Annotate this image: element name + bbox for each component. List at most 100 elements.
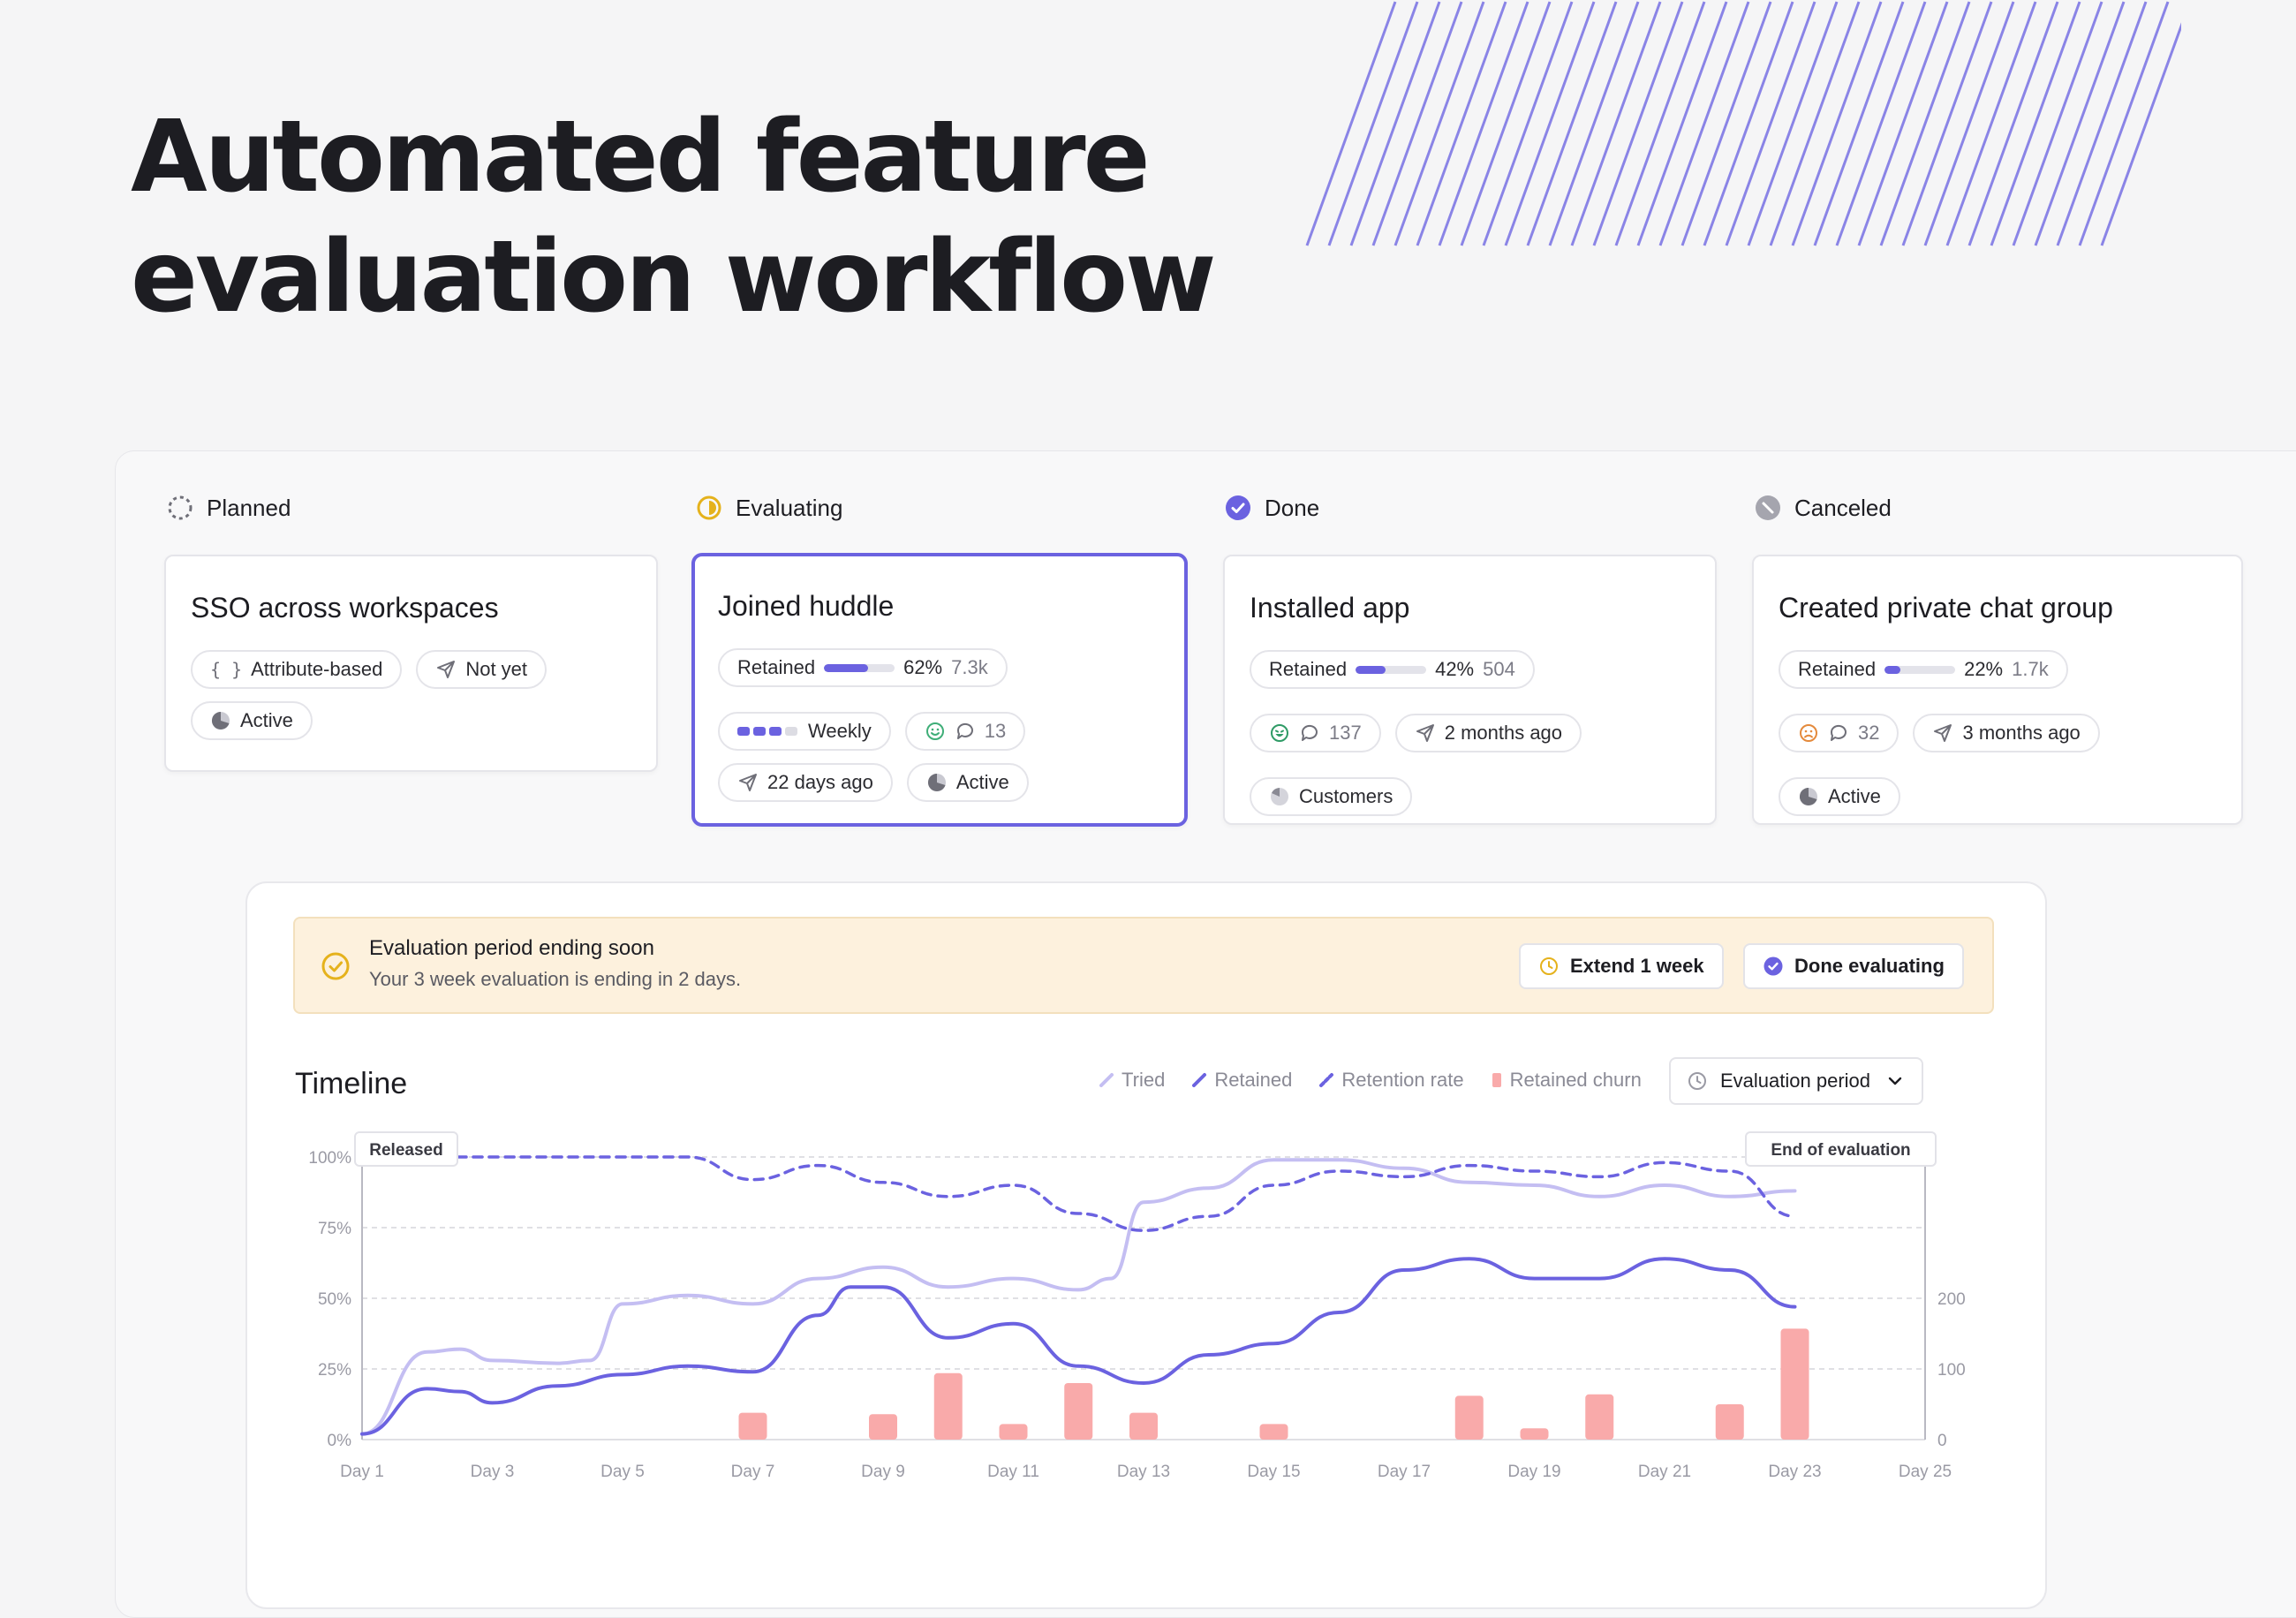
state-chip[interactable]: Active [191, 701, 313, 740]
y-right-tick-label: 100 [1937, 1361, 1966, 1380]
churn-bar [1585, 1394, 1614, 1440]
y-tick-label: 25% [318, 1361, 351, 1380]
release-chip[interactable]: Not yet [416, 650, 548, 689]
hatch-stripe [2056, 1, 2148, 246]
churn-bar [1064, 1383, 1093, 1440]
retained-percent: 42% [1435, 658, 1475, 680]
column-header-evaluating[interactable]: Evaluating [695, 492, 842, 524]
x-tick-label: Day 9 [861, 1463, 905, 1481]
hatch-stripe [1349, 1, 1441, 246]
comment-count: 13 [984, 720, 1007, 742]
state-chip[interactable]: Active [906, 763, 1029, 802]
line-swatch-icon [1192, 1073, 1207, 1087]
feature-card-sso[interactable]: SSO across workspaces { } Attribute-base… [164, 555, 658, 772]
retained-count: 1.7k [2012, 658, 2049, 680]
done-evaluating-button[interactable]: Done evaluating [1743, 943, 1964, 989]
hatch-stripe [1416, 1, 1507, 246]
feature-card-private-chat[interactable]: Created private chat group Retained 22% … [1752, 555, 2243, 825]
x-tick-label: Day 17 [1378, 1463, 1431, 1481]
release-chip[interactable]: 22 days ago [718, 763, 893, 802]
comment-icon [956, 722, 973, 739]
chip-label: Customers [1299, 785, 1393, 807]
y-tick-label: 100% [308, 1149, 351, 1168]
x-tick-label: Day 11 [987, 1463, 1039, 1481]
attribute-chip[interactable]: { } Attribute-based [191, 650, 403, 689]
hatch-stripe [1614, 1, 1706, 246]
alert-subtitle: Your 3 week evaluation is ending in 2 da… [369, 968, 742, 990]
release-chip[interactable]: 2 months ago [1394, 714, 1582, 752]
chip-label: Not yet [465, 658, 528, 680]
hatch-stripe [1592, 1, 1684, 246]
hatch-stripe [1857, 1, 1949, 246]
hatch-stripe [1482, 1, 1574, 246]
extend-week-button[interactable]: Extend 1 week [1519, 943, 1724, 989]
hatch-stripe [1769, 1, 1861, 246]
churn-bar [1780, 1328, 1809, 1440]
legend-item-retained[interactable]: Retained [1191, 1069, 1292, 1092]
chip-label: 22 days ago [767, 771, 873, 793]
y-tick-label: 0% [328, 1432, 352, 1450]
evaluation-period-select[interactable]: Evaluation period [1669, 1057, 1923, 1105]
column-header-canceled[interactable]: Canceled [1754, 492, 1892, 524]
churn-bar [1129, 1412, 1158, 1440]
retained-progress-bar [824, 663, 895, 672]
hatch-stripe [1703, 1, 1794, 246]
card-chips: Retained 62% 7.3k Weekly 13 22 days ago … [718, 648, 1177, 802]
legend-label: Retention rate [1341, 1069, 1464, 1091]
retained-chip[interactable]: Retained 22% 1.7k [1779, 650, 2068, 689]
x-tick-label: Day 19 [1507, 1463, 1560, 1481]
hatch-stripe [1526, 1, 1618, 246]
hatch-stripe [1371, 1, 1463, 246]
column-header-planned[interactable]: Planned [166, 492, 291, 524]
card-title: SSO across workspaces [191, 592, 499, 624]
feature-card-installed-app[interactable]: Installed app Retained 42% 504 137 2 mon… [1223, 555, 1717, 825]
line-swatch-icon [1099, 1073, 1114, 1087]
feedback-chip[interactable]: 137 [1250, 714, 1381, 752]
x-tick-label: Day 3 [471, 1463, 515, 1481]
send-icon [1416, 724, 1434, 742]
hatch-stripe [2100, 22, 2181, 246]
annotation-text: Released [369, 1141, 442, 1160]
pie-icon [927, 773, 946, 791]
audience-chip[interactable]: Customers [1250, 777, 1413, 816]
retained-chip[interactable]: Retained 62% 7.3k [718, 648, 1008, 687]
retained-progress-bar [1356, 665, 1427, 674]
frequency-dots-icon [737, 727, 797, 736]
alert-title: Evaluation period ending soon [369, 936, 654, 960]
clock-icon [1688, 1072, 1706, 1090]
state-chip[interactable]: Active [1779, 777, 1900, 816]
legend-item-tried[interactable]: Tried [1099, 1069, 1165, 1092]
column-header-done[interactable]: Done [1224, 492, 1319, 524]
x-tick-label: Day 25 [1899, 1463, 1952, 1481]
card-chips: Retained 22% 1.7k 32 3 months ago Active [1779, 650, 2238, 816]
decorative-hatch-pattern [1305, 1, 2181, 246]
legend-item-retention-rate[interactable]: Retention rate [1318, 1069, 1464, 1092]
hatch-stripe [2078, 1, 2170, 246]
legend-item-retained-churn[interactable]: Retained churn [1491, 1069, 1642, 1092]
retained-chip[interactable]: Retained 42% 504 [1250, 650, 1535, 689]
end-of-evaluation-annotation: End of evaluation [1745, 1131, 1937, 1167]
chart-legend: Tried Retained Retention rate Retained c… [1099, 1069, 1642, 1092]
annotation-text: End of evaluation [1771, 1141, 1910, 1160]
evaluation-alert-banner: Evaluation period ending soon Your 3 wee… [293, 917, 1994, 1014]
hatch-stripe [1438, 1, 1529, 246]
dashed-line-swatch-icon [1319, 1073, 1334, 1087]
laugh-icon [1271, 724, 1288, 742]
y-right-tick-label: 0 [1937, 1432, 1947, 1450]
check-circle-icon [1226, 495, 1250, 520]
hatch-stripe [1813, 1, 1905, 246]
churn-bar [999, 1424, 1028, 1440]
frequency-chip[interactable]: Weekly [718, 712, 891, 751]
hatch-stripe [2034, 1, 2126, 246]
select-value: Evaluation period [1720, 1070, 1871, 1092]
release-chip[interactable]: 3 months ago [1913, 714, 2100, 752]
feedback-chip[interactable]: 32 [1779, 714, 1899, 752]
retained-percent: 22% [1964, 658, 2004, 680]
column-title: Evaluating [736, 494, 843, 521]
chevron-down-icon [1888, 1077, 1902, 1085]
feedback-chip[interactable]: 13 [904, 712, 1026, 751]
retained-progress-fill [1884, 665, 1900, 674]
series-line-retained [360, 1257, 1797, 1436]
hatch-stripe [1990, 1, 2081, 246]
feature-card-joined-huddle[interactable]: Joined huddle Retained 62% 7.3k Weekly 1… [691, 553, 1188, 827]
